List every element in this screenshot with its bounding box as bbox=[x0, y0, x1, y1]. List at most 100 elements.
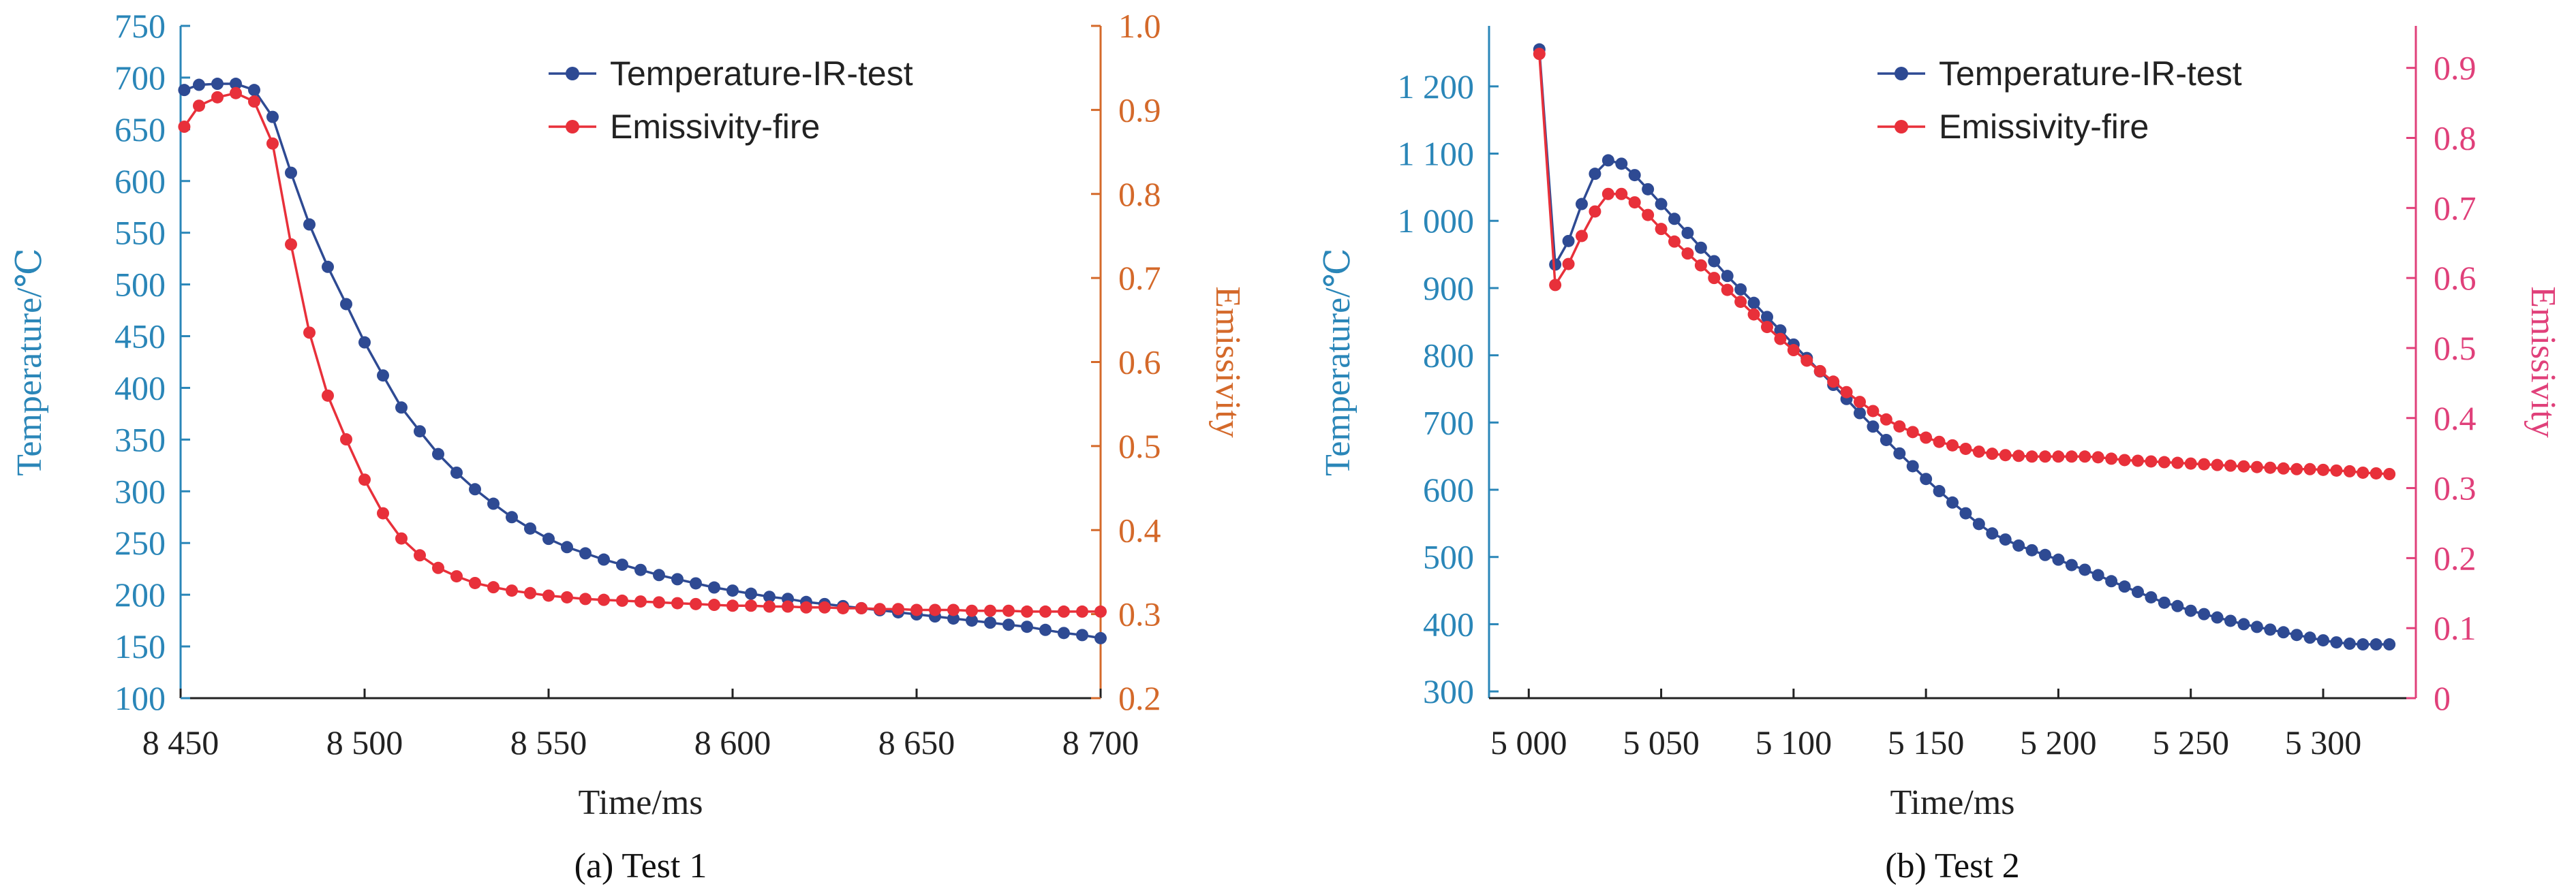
data-point bbox=[2330, 464, 2343, 477]
data-point bbox=[2264, 461, 2277, 474]
data-point bbox=[1094, 605, 1107, 618]
data-point bbox=[2025, 544, 2038, 556]
data-point bbox=[1854, 407, 1866, 420]
data-point bbox=[178, 84, 191, 97]
data-point bbox=[616, 559, 628, 571]
data-point bbox=[1893, 447, 1906, 460]
data-point bbox=[1972, 445, 1985, 458]
data-point bbox=[966, 614, 978, 627]
data-point bbox=[2158, 456, 2171, 469]
y-right-tick-label: 0.5 bbox=[1118, 427, 1161, 465]
data-point bbox=[506, 584, 518, 597]
data-point bbox=[984, 616, 996, 629]
data-point bbox=[432, 448, 444, 460]
data-point bbox=[947, 612, 960, 625]
data-point bbox=[2330, 636, 2343, 649]
data-point bbox=[726, 599, 739, 612]
data-point bbox=[2039, 548, 2051, 561]
data-point bbox=[1628, 169, 1641, 182]
data-point bbox=[1734, 296, 1747, 309]
data-point bbox=[248, 84, 260, 97]
data-point bbox=[377, 369, 389, 382]
data-point bbox=[2277, 462, 2290, 475]
data-point bbox=[2290, 462, 2303, 475]
y-right-tick-label: 0.6 bbox=[1118, 343, 1161, 381]
y-left-tick-label: 250 bbox=[114, 524, 166, 562]
data-point bbox=[1721, 283, 1734, 296]
data-point bbox=[561, 591, 573, 603]
data-point bbox=[1747, 296, 1760, 309]
data-point bbox=[726, 584, 739, 597]
data-point bbox=[1774, 332, 1787, 345]
x-tick-label: 5 150 bbox=[1888, 723, 1965, 761]
data-point bbox=[2224, 459, 2237, 472]
y-left-tick-label: 1 200 bbox=[1398, 67, 1475, 106]
y-left-tick-label: 700 bbox=[1423, 403, 1474, 441]
data-point bbox=[1601, 187, 1614, 200]
data-point bbox=[395, 532, 408, 545]
data-point bbox=[2132, 454, 2144, 467]
data-point bbox=[1076, 605, 1088, 618]
data-point bbox=[506, 511, 518, 524]
data-point bbox=[1734, 283, 1747, 296]
y-right-tick-label: 0.7 bbox=[1118, 259, 1161, 297]
data-point bbox=[2303, 462, 2316, 475]
data-point bbox=[947, 603, 960, 616]
data-point bbox=[1920, 431, 1933, 444]
data-point bbox=[2105, 575, 2118, 588]
data-point bbox=[1946, 439, 1959, 452]
data-point bbox=[340, 433, 352, 446]
data-point bbox=[2012, 450, 2025, 462]
data-point bbox=[1681, 247, 1694, 260]
data-point bbox=[1972, 518, 1985, 531]
y-right-tick-label: 0.8 bbox=[2434, 119, 2477, 157]
chart-b: 5 000 5 050 5 100 5 150 5 200 5 250 5 300 300 40… bbox=[1319, 26, 2562, 885]
data-point bbox=[2171, 599, 2184, 612]
data-point bbox=[1867, 420, 1880, 433]
x-tick-label: 8 600 bbox=[694, 723, 771, 761]
data-point bbox=[469, 576, 481, 589]
data-point bbox=[1002, 604, 1015, 617]
y-right-tick-label: 0.9 bbox=[1118, 91, 1161, 129]
data-point bbox=[2145, 455, 2158, 468]
series-emissivity bbox=[178, 87, 1107, 618]
legend-marker bbox=[566, 120, 579, 134]
x-tick-label: 8 450 bbox=[142, 723, 219, 761]
x-axis-title: Time/ms bbox=[578, 783, 703, 822]
data-point bbox=[1668, 213, 1681, 225]
data-point bbox=[450, 466, 463, 479]
y-left-tick-label: 600 bbox=[1423, 471, 1474, 509]
y-left-tick-label: 300 bbox=[114, 472, 166, 510]
data-point bbox=[358, 473, 371, 486]
y-right-tick-label: 0.4 bbox=[2434, 399, 2477, 437]
data-point bbox=[984, 604, 996, 617]
data-point bbox=[1906, 426, 1919, 439]
data-point bbox=[2079, 450, 2091, 463]
data-point bbox=[2211, 458, 2224, 471]
chart-caption: (b) Test 2 bbox=[1885, 847, 2020, 885]
data-point bbox=[892, 603, 904, 616]
data-point bbox=[524, 586, 536, 599]
data-point bbox=[671, 597, 684, 610]
y-left-tick-label: 1 100 bbox=[1398, 135, 1475, 173]
data-point bbox=[542, 533, 555, 546]
y-right-axis-title: Emissivity bbox=[2524, 286, 2562, 437]
data-point bbox=[1721, 270, 1734, 283]
y-left-tick-label: 400 bbox=[114, 368, 166, 407]
data-point bbox=[1039, 605, 1052, 618]
y-right-tick-label: 0.8 bbox=[1118, 175, 1161, 213]
y-left-tick-label: 450 bbox=[114, 317, 166, 356]
series-temperature bbox=[1533, 43, 2396, 651]
data-point bbox=[634, 563, 647, 576]
data-point bbox=[1642, 208, 1655, 221]
y-left-tick-label: 900 bbox=[1423, 269, 1474, 307]
data-point bbox=[1999, 449, 2012, 462]
data-point bbox=[1959, 507, 1972, 520]
y-left-tick-label: 750 bbox=[114, 7, 166, 45]
data-point bbox=[487, 497, 500, 510]
data-point bbox=[1840, 386, 1853, 398]
data-point bbox=[2224, 614, 2237, 627]
data-point bbox=[2091, 569, 2104, 582]
x-tick-label: 8 650 bbox=[878, 723, 955, 761]
series-line bbox=[183, 91, 1101, 613]
